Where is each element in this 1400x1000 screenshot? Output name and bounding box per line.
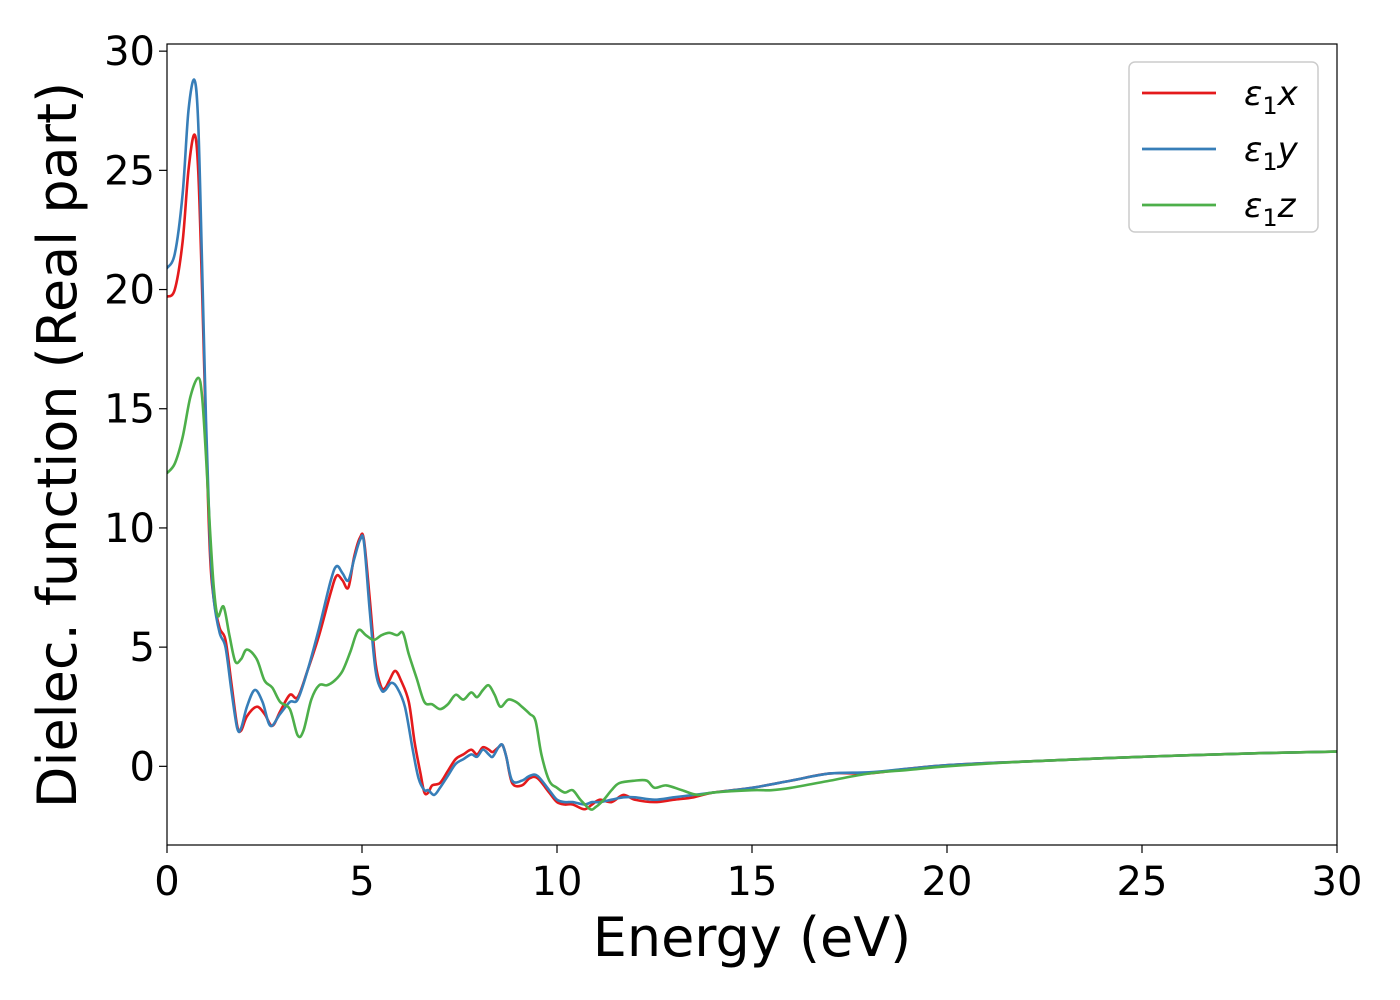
x-tick-label: 5 [349,859,374,905]
x-tick-label: 30 [1312,859,1363,905]
x-axis-label: Energy (eV) [593,906,912,969]
y-axis-ticks: 0 5 10 15 20 25 30 [104,29,167,790]
legend-frame [1128,61,1319,233]
y-tick-label: 20 [104,268,155,314]
legend-label-z: ε1z [1244,186,1297,232]
y-tick-label: 25 [104,148,155,194]
legend-label-y: ε1y [1244,130,1299,176]
x-tick-label: 20 [922,859,973,905]
y-tick-label: 15 [104,387,155,433]
x-tick-label: 0 [154,859,179,905]
y-tick-label: 30 [104,29,155,75]
y-tick-label: 10 [104,506,155,552]
series-line-z [167,376,1337,811]
legend-label-x: ε1x [1244,74,1299,120]
y-tick-label: 0 [130,744,155,790]
x-axis-ticks: 0 5 10 15 20 25 30 [154,845,1362,905]
y-tick-label: 5 [130,625,155,671]
y-axis-label: Dielec. function (Real part) [26,82,89,808]
legend: ε1x ε1y ε1z [1128,61,1319,233]
x-tick-label: 25 [1117,859,1168,905]
x-tick-label: 10 [532,859,583,905]
x-tick-label: 15 [727,859,778,905]
series-line-y [167,78,1337,806]
series-layer [167,78,1337,811]
